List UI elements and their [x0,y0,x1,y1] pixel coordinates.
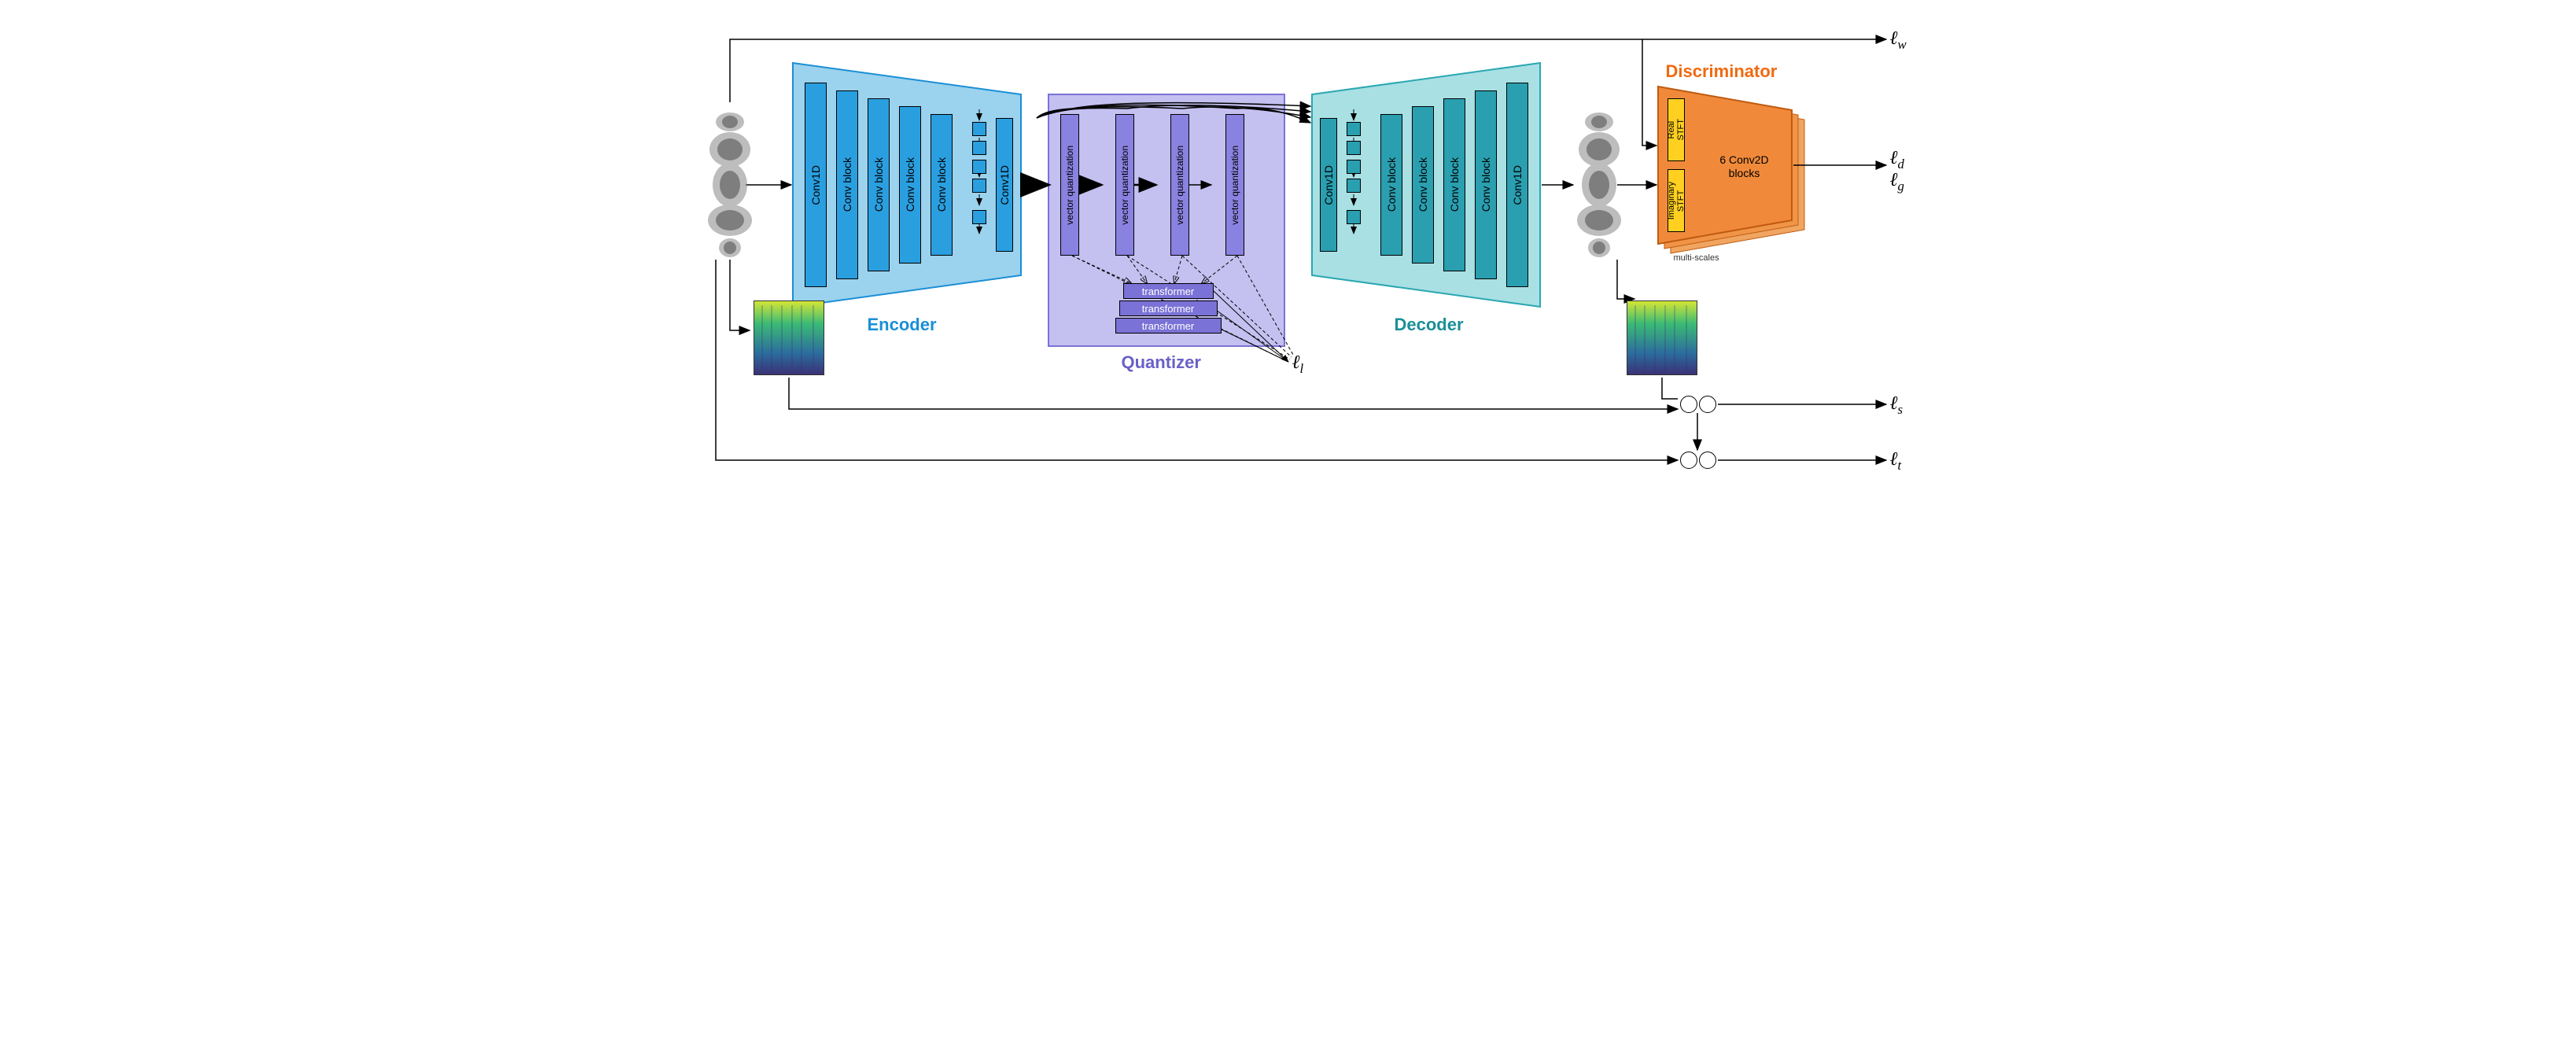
loss-lt: ℓt [1890,449,1902,474]
loss-ls: ℓs [1890,393,1903,418]
loss-ll: ℓl [1292,352,1304,377]
transformer-2: transformer [1115,318,1222,334]
encoder-mini-stack [972,122,986,224]
vq-bar-1: vector quantization [1115,114,1134,256]
encoder-bar-final: Conv1D [996,118,1013,252]
transformer-0: transformer [1123,283,1214,299]
discriminator-label: Discriminator [1666,61,1778,82]
decoder-bar-2: Conv block [1443,98,1465,271]
discriminator-footer: multi-scales [1674,253,1719,263]
loss-lg: ℓg [1890,170,1904,194]
encoder-bar-3: Conv block [899,106,921,264]
decoder-label: Decoder [1395,315,1464,335]
loss-ld: ℓd [1890,148,1904,172]
encoder-bar-0: Conv1D [805,83,827,287]
input-spectrogram [754,300,824,375]
decoder-mini-stack [1347,122,1361,224]
norm-circle-lt [1680,452,1716,469]
loss-lw: ℓw [1890,28,1907,53]
quantizer-label: Quantizer [1122,352,1201,373]
decoder-bar-3: Conv block [1475,90,1497,279]
norm-circle-ls [1680,396,1716,413]
discriminator-text: 6 Conv2Dblocks [1705,153,1784,180]
encoder-label: Encoder [868,315,937,335]
stft-imag: ImaginarySTFT [1668,169,1685,232]
vq-bar-0: vector quantization [1060,114,1079,256]
stft-real: RealSTFT [1668,98,1685,161]
vq-bar-3: vector quantization [1225,114,1244,256]
decoder-bar-1: Conv block [1412,106,1434,264]
encoder-bar-2: Conv block [868,98,890,271]
encoder-bar-1: Conv block [836,90,858,279]
transformer-1: transformer [1119,300,1218,316]
decoder-bar-0: Conv block [1380,114,1402,256]
decoder-bar-4: Conv1D [1506,83,1528,287]
output-spectrogram [1627,300,1697,375]
input-waveform [706,102,754,267]
decoder-bar-first: Conv1D [1320,118,1337,252]
encodec-architecture-diagram: Conv1D Conv block Conv block Conv block … [659,16,1918,527]
vq-bar-2: vector quantization [1170,114,1189,256]
output-waveform [1575,102,1623,267]
encoder-bar-4: Conv block [931,114,953,256]
